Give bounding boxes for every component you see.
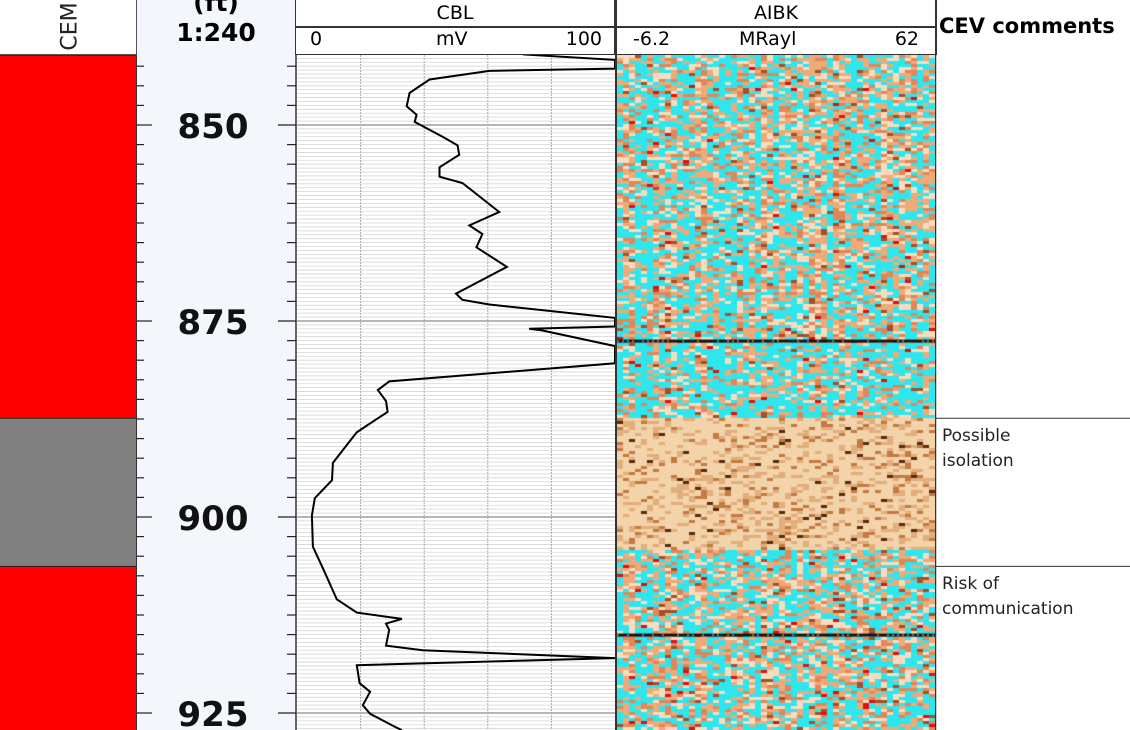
cement-zone-poor [0,55,136,419]
aibk-track-name: AIBK [617,2,935,28]
depth-label: 925 [178,695,249,730]
cement-track-label: CEM [57,1,83,51]
comments-header: CEV comments [937,0,1130,55]
cbl-scale-unit: mV [436,28,468,50]
aibk-scale-max: 62 [894,28,919,50]
comment-line: isolation [942,451,1014,472]
depth-label: 850 [178,107,249,147]
cbl-curve [310,55,616,730]
cbl-track-header: CBL 0 mV 100 [295,0,616,55]
cbl-scale-max: 100 [565,28,602,50]
comment-1: Risk of communication [942,572,1073,622]
cement-track-header: CEM [0,0,137,55]
comment-line: Possible [942,426,1011,447]
aibk-scale-unit: MRayl [739,28,797,50]
depth-track-bg [137,55,295,730]
depth-label: 875 [178,303,249,343]
cbl-scale-min: 0 [310,28,323,50]
comments-title: CEV comments [939,14,1115,38]
depth-label: 900 [178,499,249,539]
aibk-scale-min: -6.2 [633,28,671,50]
aibk-track-header: AIBK -6.2 MRayl 62 [616,0,937,55]
depth-unit: (ft) [193,0,239,17]
depth-scale: 1:240 [176,18,256,47]
aibk-impedance-image [617,55,935,730]
comment-0: Possible isolation [942,424,1014,474]
depth-track-header: (ft) 1:240 [137,0,295,55]
cbl-track-name: CBL [296,2,614,28]
cement-zone-good [0,418,136,567]
comment-line: Risk of [942,574,1000,595]
comment-line: communication [942,599,1074,620]
cement-zone-poor [0,566,136,730]
